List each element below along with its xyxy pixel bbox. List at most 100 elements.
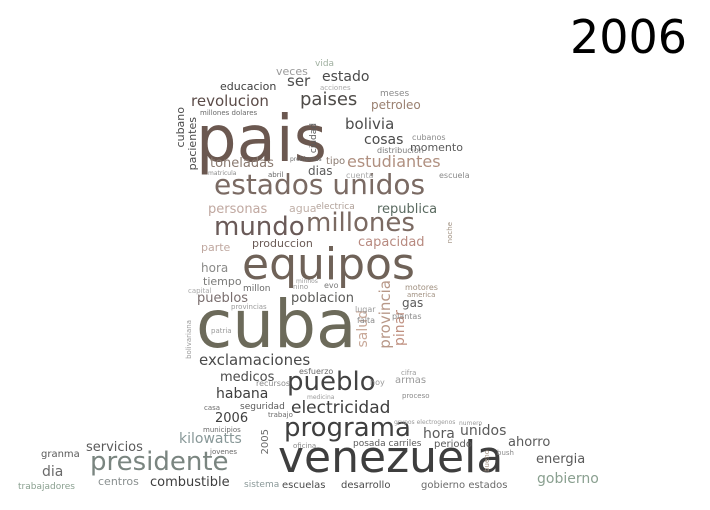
cloud-word: habana: [216, 386, 269, 402]
cloud-word: vida: [315, 59, 335, 69]
cloud-word: motores: [405, 283, 438, 292]
cloud-word: educacion: [220, 80, 277, 93]
cloud-word: cuenta: [346, 171, 374, 180]
cloud-word: programa: [284, 413, 411, 443]
cloud-word: seguridad: [240, 402, 285, 412]
cloud-word: escuelas: [282, 480, 326, 491]
cloud-word: personas: [208, 202, 268, 217]
cloud-word: veces: [276, 65, 308, 78]
cloud-word: energia: [536, 452, 586, 467]
cloud-word: cosas: [364, 132, 404, 148]
cloud-word: evo: [324, 281, 339, 290]
cloud-word: casa: [204, 404, 221, 412]
cloud-word: petroleo: [371, 98, 421, 112]
cloud-word: electrica: [316, 202, 355, 212]
cloud-word: 2006: [215, 411, 249, 426]
cloud-word: granma: [41, 449, 80, 460]
cloud-word: lugar: [355, 305, 376, 314]
cloud-word: pacientes: [186, 117, 199, 171]
cloud-word: bolivia: [345, 115, 395, 133]
cloud-word: jovenes: [210, 448, 238, 456]
cloud-word: america: [407, 291, 436, 299]
cloud-word: falta: [357, 316, 375, 325]
cloud-word: desarrollo: [341, 480, 391, 491]
cloud-word: combustible: [150, 475, 230, 490]
cloud-word: grupos electrogenos: [394, 419, 456, 426]
cloud-word: oficina: [293, 442, 317, 450]
cloud-word: mundo: [214, 212, 305, 242]
cloud-word: electricidad: [291, 398, 391, 418]
cloud-word: dia: [42, 464, 64, 480]
cloud-word: servicios: [86, 440, 143, 455]
cloud-word: recursos: [256, 379, 291, 388]
cloud-word: distribucion: [377, 146, 424, 155]
cloud-word: equipos: [242, 239, 415, 290]
cloud-word: gas: [402, 296, 424, 310]
cloud-word: bush: [497, 449, 514, 457]
cloud-word: escuela: [439, 171, 470, 180]
cloud-word: agua: [289, 202, 317, 215]
cloud-word: ahorro: [508, 435, 551, 450]
cloud-word: gobierno: [537, 471, 599, 487]
cloud-word: poblacion: [291, 291, 354, 306]
cloud-word: tiempo: [203, 275, 242, 288]
cloud-word: trabajadores: [18, 482, 75, 492]
cloud-word: tipo: [326, 156, 346, 167]
cloud-word: capacidad: [358, 235, 425, 250]
cloud-word: bolivariana: [185, 320, 193, 359]
cloud-word: toneladas: [210, 156, 274, 171]
cloud-word: noche: [446, 222, 454, 244]
cloud-word: patria: [211, 327, 232, 335]
cloud-word: parte: [201, 241, 231, 254]
cloud-word: proceso: [402, 392, 430, 400]
cloud-word: estados unidos: [214, 168, 426, 201]
cloud-word: pais: [196, 103, 327, 177]
cloud-word: estado: [322, 69, 370, 85]
cloud-word: abril: [268, 171, 284, 179]
cloud-word: hora: [201, 261, 229, 275]
cloud-word: venezuela: [278, 432, 504, 483]
cloud-word: cubano: [174, 107, 187, 148]
cloud-word: numero: [459, 420, 483, 427]
cloud-word: acciones: [320, 84, 351, 92]
cloud-word: medicos: [220, 370, 275, 385]
cloud-word: momento: [410, 141, 463, 154]
cloud-word: millones: [306, 208, 415, 238]
cloud-word: ser: [287, 72, 311, 90]
cloud-word: millones dolares: [200, 109, 258, 117]
cloud-word: produccion: [252, 237, 313, 250]
cloud-word: revolucion: [191, 92, 269, 110]
cloud-word: armas: [395, 375, 427, 386]
cloud-word: nino: [293, 283, 309, 291]
cloud-word: provincias: [231, 303, 267, 311]
cloud-word: kilowatts: [179, 431, 242, 447]
cloud-word: millon: [243, 284, 271, 294]
cloud-word: trabajo: [268, 411, 293, 419]
cloud-word: minnos: [296, 278, 318, 285]
cloud-word: meses: [380, 89, 410, 99]
cloud-word: estudiantes: [347, 152, 441, 171]
cloud-word: 2005: [260, 429, 271, 455]
cloud-word: sistema: [244, 480, 280, 490]
cloud-word: centros: [98, 475, 139, 488]
cloud-word: plantas: [392, 312, 422, 321]
cloud-word: problemas: [290, 156, 322, 163]
cloud-word: hoy: [370, 378, 385, 387]
cloud-word: presidente: [90, 447, 229, 477]
cloud-word: exclamaciones: [199, 351, 311, 369]
cloud-word: matricula: [208, 170, 237, 177]
cloud-word: provincia: [376, 280, 394, 349]
cloud-word: posada carriles: [353, 439, 422, 449]
cloud-word: periodo: [434, 439, 472, 450]
cloud-word: hora: [423, 426, 455, 442]
cloud-word: bueno: [483, 450, 491, 472]
cloud-word: cubanos: [412, 133, 446, 142]
cloud-word: unidos: [460, 423, 507, 439]
year-title: 2006: [570, 10, 688, 64]
cloud-word: cuba: [196, 286, 357, 363]
cloud-word: paises: [300, 89, 358, 110]
cloud-word: ciudad: [309, 123, 319, 154]
cloud-word: esfuerzo: [299, 367, 334, 376]
cloud-word: pueblos: [197, 291, 249, 306]
